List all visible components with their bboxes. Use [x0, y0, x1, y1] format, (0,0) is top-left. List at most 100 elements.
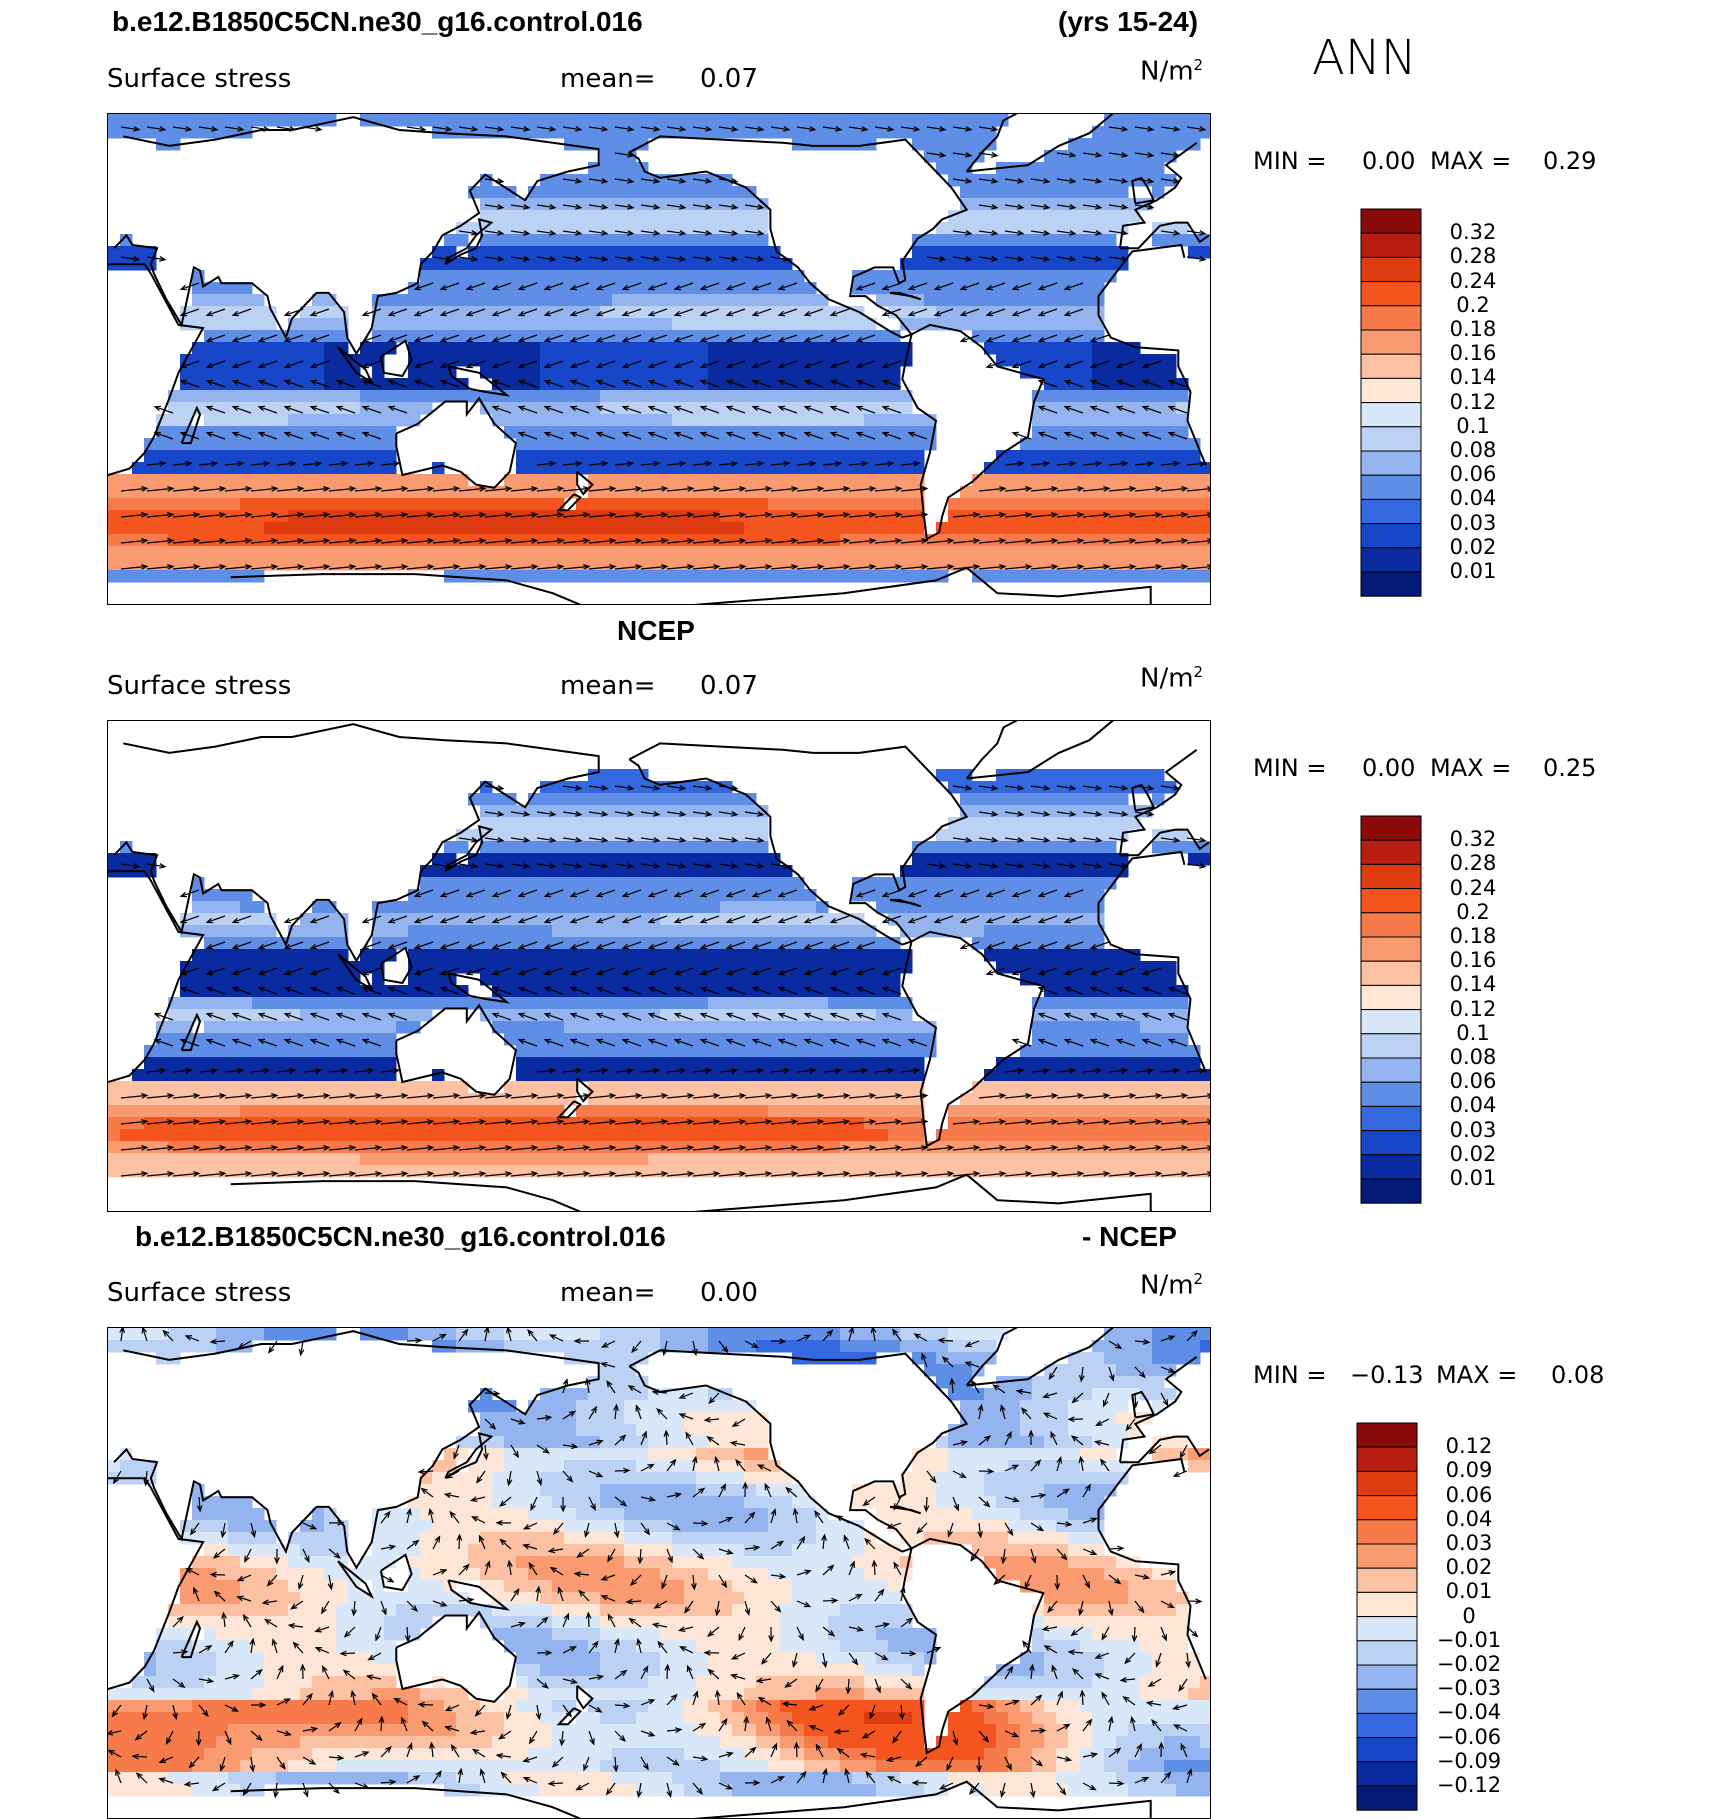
- stress-vector: [1063, 308, 1084, 317]
- field-cell: [240, 510, 253, 523]
- field-cell: [1068, 438, 1081, 451]
- field-cell: [660, 865, 673, 878]
- field-cell: [348, 546, 361, 559]
- field-cell: [1032, 258, 1045, 271]
- stress-vector: [1037, 308, 1058, 317]
- stress-vector: [1004, 256, 1025, 262]
- field-cell: [588, 901, 601, 914]
- field-cell: [648, 438, 661, 451]
- field-cell: [480, 913, 493, 926]
- field-cell: [552, 294, 565, 307]
- field-cell: [780, 1033, 793, 1046]
- field-cell: [108, 498, 121, 511]
- field-cell: [1176, 390, 1189, 403]
- field-cell: [888, 342, 901, 355]
- field-cell: [900, 402, 913, 415]
- stress-vector: [517, 431, 538, 440]
- field-cell: [852, 474, 865, 487]
- field-cell: [264, 438, 277, 451]
- field-cell: [840, 961, 853, 974]
- field-cell: [552, 865, 565, 878]
- field-cell: [864, 126, 877, 139]
- field-cell: [684, 781, 697, 794]
- stress-vector: [120, 126, 141, 132]
- field-cell: [816, 913, 829, 926]
- field-cell: [972, 781, 985, 794]
- field-cell: [900, 558, 913, 571]
- field-cell: [912, 925, 925, 938]
- field-cell: [684, 366, 697, 379]
- field-cell: [984, 901, 997, 914]
- field-cell: [912, 438, 925, 451]
- field-cell: [1092, 853, 1105, 866]
- field-cell: [876, 901, 889, 914]
- field-cell: [852, 450, 865, 463]
- field-cell: [552, 342, 565, 355]
- field-cell: [216, 438, 229, 451]
- field-cell: [216, 474, 229, 487]
- field-cell: [696, 342, 709, 355]
- stress-vector: [146, 256, 167, 262]
- field-cell: [636, 522, 649, 535]
- colorbar-level-label: 0.1: [1456, 413, 1490, 438]
- field-cell: [384, 534, 397, 547]
- field-cell: [528, 853, 541, 866]
- field-cell: [624, 342, 637, 355]
- field-cell: [468, 270, 481, 283]
- field-cell: [1044, 330, 1057, 343]
- field-cell: [240, 414, 253, 427]
- field-cell: [1128, 210, 1141, 223]
- field-cell: [120, 841, 133, 854]
- field-cell: [612, 769, 625, 782]
- stress-vector: [926, 152, 947, 158]
- field-cell: [588, 1021, 601, 1034]
- field-cell: [276, 1093, 289, 1106]
- field-cell: [1008, 865, 1021, 878]
- field-cell: [1128, 150, 1141, 163]
- stress-vector: [692, 460, 713, 467]
- stress-vector: [718, 564, 747, 570]
- field-cell: [1032, 294, 1045, 307]
- field-cell: [384, 901, 397, 914]
- field-cell: [924, 126, 937, 139]
- field-cell: [1056, 438, 1069, 451]
- field-cell: [492, 210, 505, 223]
- field-cell: [336, 306, 349, 319]
- field-cell: [276, 1081, 289, 1094]
- field-cell: [708, 498, 721, 511]
- stress-vector: [536, 512, 565, 518]
- stress-vector: [224, 486, 253, 492]
- field-cell: [888, 462, 901, 475]
- field-cell: [936, 901, 949, 914]
- field-cell: [204, 1105, 217, 1118]
- field-cell: [1188, 1093, 1201, 1106]
- field-cell: [972, 282, 985, 295]
- field-cell: [1056, 865, 1069, 878]
- field-cell: [648, 865, 661, 878]
- field-cell: [960, 1105, 973, 1118]
- field-cell: [1056, 769, 1069, 782]
- field-cell: [732, 450, 745, 463]
- field-cell: [492, 294, 505, 307]
- field-cell: [768, 426, 781, 439]
- field-cell: [852, 570, 865, 583]
- field-cell: [708, 414, 721, 427]
- field-cell: [252, 913, 265, 926]
- field-cell: [660, 414, 673, 427]
- field-cell: [1044, 889, 1057, 902]
- field-cell: [300, 949, 313, 962]
- stress-vector: [1089, 360, 1110, 369]
- field-cell: [540, 462, 553, 475]
- field-cell: [1116, 1045, 1129, 1058]
- field-cell: [672, 294, 685, 307]
- field-cell: [1032, 570, 1045, 583]
- field-cell: [672, 546, 685, 559]
- field-cell: [276, 1009, 289, 1022]
- field-cell: [1008, 1069, 1021, 1082]
- field-cell: [756, 889, 769, 902]
- field-cell: [696, 270, 709, 283]
- field-cell: [1176, 546, 1189, 559]
- field-cell: [1020, 1057, 1033, 1070]
- field-cell: [876, 486, 889, 499]
- field-cell: [492, 877, 505, 890]
